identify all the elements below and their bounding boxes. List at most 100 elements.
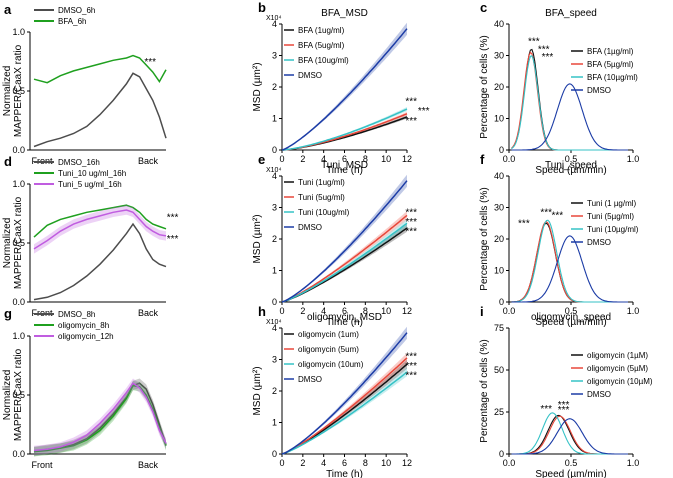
legend-label-i-0: oligomycin (1µM) bbox=[587, 351, 648, 360]
panel-label-h: h bbox=[258, 304, 266, 319]
y-tick-label-h: 1 bbox=[272, 418, 277, 428]
y-tick-label-h: 3 bbox=[272, 355, 277, 365]
legend-label-i-2: oligomycin (10µM) bbox=[587, 377, 653, 386]
legend-label-b-3: DMSO bbox=[298, 71, 322, 80]
x-tick-label-f: 1.0 bbox=[627, 306, 640, 316]
significance-marker-h: *** bbox=[405, 352, 417, 363]
panel-label-e: e bbox=[258, 152, 265, 167]
legend-label-b-1: BFA (5ug/ml) bbox=[298, 41, 345, 50]
y-axis-label-g: MAPPER/CaaX ratio bbox=[13, 348, 24, 441]
x-axis-label-b: Time (h) bbox=[326, 165, 363, 176]
legend-label-i-3: DMSO bbox=[587, 390, 611, 399]
y-tick-label-b: 2 bbox=[272, 82, 277, 92]
y-axis-label-d: Normalized bbox=[2, 218, 13, 269]
y-tick-label-i: 50 bbox=[494, 365, 504, 375]
significance-marker-i: *** bbox=[558, 400, 570, 411]
series-line-i-3 bbox=[511, 418, 628, 455]
panel-label-a: a bbox=[4, 2, 12, 17]
y-axis-label-a: Normalized bbox=[2, 66, 13, 117]
series-line-g-1 bbox=[33, 384, 167, 453]
series-line-d-2 bbox=[33, 209, 167, 250]
x-tick-label-b: 12 bbox=[402, 154, 412, 164]
significance-marker-b: *** bbox=[405, 96, 417, 107]
y-axis-label-f: Percentage of cells (%) bbox=[479, 187, 490, 290]
significance-marker-h: *** bbox=[405, 370, 417, 381]
x-axis-label-c: Speed (µm/min) bbox=[535, 165, 606, 176]
y-tick-label-c: 10 bbox=[494, 114, 504, 124]
x-tick-label-h: 6 bbox=[342, 458, 347, 468]
x-tick-label-d: Back bbox=[138, 308, 159, 318]
significance-marker-d: *** bbox=[167, 234, 179, 245]
x-tick-label-h: 4 bbox=[321, 458, 326, 468]
legend-label-e-1: Tuni (5ug/ml) bbox=[298, 193, 345, 202]
significance-marker-c: *** bbox=[528, 36, 540, 47]
series-line-e-2 bbox=[281, 222, 408, 303]
legend-label-a-1: BFA_6h bbox=[58, 17, 86, 26]
x-tick-label-f: 0.5 bbox=[565, 306, 578, 316]
significance-marker-f: *** bbox=[540, 207, 552, 218]
x-tick-label-a: Back bbox=[138, 156, 159, 166]
x-tick-label-h: 0 bbox=[279, 458, 284, 468]
y-multiplier-b: X10⁴ bbox=[266, 15, 281, 22]
panel-label-g: g bbox=[4, 306, 12, 321]
significance-marker-e: *** bbox=[405, 217, 417, 228]
panel-title-e: Tuni_MSD bbox=[321, 160, 368, 171]
x-axis-label-i: Speed (µm/min) bbox=[535, 469, 606, 478]
panel-a: a0.00.51.0FrontBackNormalizedMAPPER/CaaX… bbox=[2, 2, 167, 166]
significance-marker-e: *** bbox=[405, 226, 417, 237]
y-tick-label-e: 3 bbox=[272, 203, 277, 213]
legend-label-g-2: oligomycin_12h bbox=[58, 332, 114, 341]
y-tick-label-h: 0 bbox=[272, 449, 277, 459]
series-line-e-1 bbox=[281, 214, 408, 303]
y-tick-label-d: 0.5 bbox=[12, 238, 25, 248]
x-tick-label-c: 0.5 bbox=[565, 154, 578, 164]
x-tick-label-i: 0.5 bbox=[565, 458, 578, 468]
series-line-h-3 bbox=[281, 332, 408, 455]
legend-label-c-2: BFA (10µg/ml) bbox=[587, 73, 638, 82]
legend-label-h-2: oligomycin (10um) bbox=[298, 360, 364, 369]
y-axis-label-h: MSD (µm²) bbox=[252, 366, 263, 415]
y-axis-label-i: Percentage of cells (%) bbox=[479, 339, 490, 442]
significance-marker-c: *** bbox=[538, 44, 550, 55]
series-line-c-3 bbox=[511, 83, 628, 151]
series-line-f-3 bbox=[511, 235, 628, 303]
legend-label-c-3: DMSO bbox=[587, 86, 611, 95]
legend-label-a-0: DMSO_6h bbox=[58, 6, 95, 15]
x-tick-label-g: Back bbox=[138, 460, 159, 470]
x-tick-label-c: 1.0 bbox=[627, 154, 640, 164]
series-line-h-2 bbox=[281, 371, 408, 455]
y-tick-label-c: 30 bbox=[494, 51, 504, 61]
significance-marker-d: *** bbox=[167, 213, 179, 224]
significance-marker-i: *** bbox=[540, 404, 552, 415]
significance-marker-f: *** bbox=[552, 211, 564, 222]
legend-label-c-1: BFA (5µg/ml) bbox=[587, 60, 634, 69]
y-tick-label-a: 0.0 bbox=[12, 145, 25, 155]
x-tick-label-e: 0 bbox=[279, 306, 284, 316]
panel-title-c: BFA_speed bbox=[545, 8, 597, 19]
panel-label-d: d bbox=[4, 154, 12, 169]
panel-label-i: i bbox=[480, 304, 484, 319]
legend-label-e-2: Tuni (10ug/ml) bbox=[298, 208, 350, 217]
series-band-b-2 bbox=[282, 107, 407, 150]
legend-label-f-3: DMSO bbox=[587, 238, 611, 247]
y-tick-label-d: 0.0 bbox=[12, 297, 25, 307]
y-tick-label-f: 30 bbox=[494, 203, 504, 213]
significance-marker-e: *** bbox=[405, 207, 417, 218]
series-line-g-2 bbox=[33, 382, 167, 452]
legend-label-f-2: Tuni (10µg/ml) bbox=[587, 225, 639, 234]
series-line-e-3 bbox=[281, 180, 408, 303]
y-tick-label-d: 1.0 bbox=[12, 179, 25, 189]
legend-label-e-3: DMSO bbox=[298, 223, 322, 232]
series-line-b-3 bbox=[281, 28, 408, 151]
y-axis-label-e: MSD (µm²) bbox=[252, 214, 263, 263]
y-tick-label-c: 40 bbox=[494, 19, 504, 29]
y-axis-label-g: Normalized bbox=[2, 370, 13, 421]
legend-label-f-0: Tuni (1 µg/ml) bbox=[587, 199, 637, 208]
significance-marker-b: *** bbox=[405, 116, 417, 127]
y-tick-label-f: 20 bbox=[494, 234, 504, 244]
series-line-a-0 bbox=[33, 72, 167, 148]
panel-g: g 0.0 0.5 1.0 Front Back Normalized MAPPER/CaaX… bbox=[2, 306, 167, 470]
